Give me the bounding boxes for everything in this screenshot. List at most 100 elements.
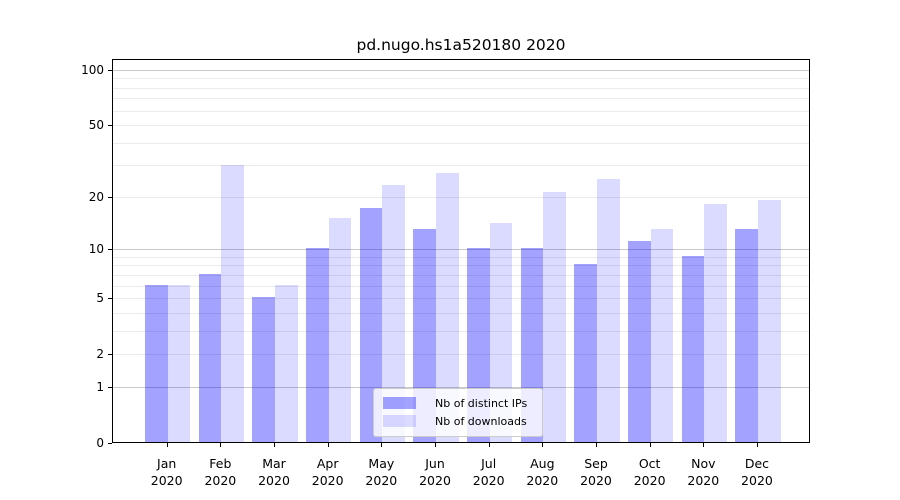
- bar-downloads: [275, 284, 298, 442]
- bar-downloads: [596, 178, 620, 442]
- gridline-minor: [113, 256, 809, 258]
- x-tick-label: Jun 2020: [403, 455, 467, 489]
- y-tick: [108, 298, 112, 300]
- bar-distinct-ips: [198, 273, 222, 442]
- bar-distinct-ips: [144, 284, 168, 442]
- x-tick: [488, 443, 490, 447]
- gridline-minor: [113, 125, 809, 127]
- bar-downloads: [757, 199, 781, 442]
- x-tick: [166, 443, 168, 447]
- x-tick: [649, 443, 651, 447]
- legend-item-distinct-ips: Nb of distinct IPs: [383, 394, 533, 412]
- bar-downloads: [489, 223, 513, 442]
- y-tick-label: 100: [81, 63, 104, 77]
- x-tick-label: Jul 2020: [457, 455, 521, 489]
- x-tick-year: 2020: [526, 473, 559, 488]
- gridline-minor: [113, 330, 809, 332]
- x-tick-year: 2020: [687, 473, 720, 488]
- bar-downloads: [543, 192, 567, 442]
- gridline-major: [113, 386, 809, 388]
- gridline-minor: [113, 298, 809, 300]
- gridline-minor: [113, 78, 809, 80]
- x-tick-year: 2020: [258, 473, 290, 488]
- bar-downloads: [704, 204, 728, 442]
- x-tick-label: Dec 2020: [725, 455, 789, 489]
- legend-swatch-distinct-ips: [383, 397, 416, 409]
- bar-distinct-ips: [574, 264, 597, 442]
- legend-item-downloads: Nb of downloads: [383, 412, 533, 430]
- x-tick: [381, 443, 383, 447]
- gridline-minor: [113, 98, 809, 100]
- x-tick: [595, 443, 597, 447]
- y-tick: [108, 354, 112, 356]
- legend-label-downloads: Nb of downloads: [435, 414, 527, 428]
- x-tick-year: 2020: [633, 473, 666, 488]
- x-tick-year: 2020: [150, 473, 183, 488]
- x-tick: [756, 443, 758, 447]
- x-tick-label: Oct 2020: [618, 455, 682, 489]
- gridline-minor: [113, 165, 809, 167]
- bar-distinct-ips: [252, 297, 276, 442]
- y-tick-label: 2: [96, 347, 104, 362]
- bar-downloads: [436, 172, 459, 442]
- x-tick-year: 2020: [204, 473, 237, 488]
- gridline-minor: [113, 196, 809, 198]
- bar-downloads: [221, 164, 245, 442]
- plot-area: [112, 59, 810, 443]
- x-tick-label: Nov 2020: [671, 455, 735, 489]
- gridline-minor: [113, 285, 809, 287]
- y-tick-label: 50: [88, 118, 104, 133]
- x-tick: [542, 443, 544, 447]
- y-tick-label: 1: [96, 379, 104, 394]
- gridline-minor: [113, 274, 809, 276]
- bar-distinct-ips: [627, 241, 651, 442]
- bar-distinct-ips: [359, 208, 383, 442]
- x-tick: [327, 443, 329, 447]
- chart-title: pd.nugo.hs1a520180 2020: [356, 36, 566, 54]
- x-tick-year: 2020: [741, 473, 773, 488]
- bar-downloads: [382, 185, 406, 442]
- gridline-minor: [113, 87, 809, 89]
- legend-label-distinct-ips: Nb of distinct IPs: [435, 396, 528, 410]
- gridline-minor: [113, 265, 809, 267]
- x-tick-label: Feb 2020: [188, 455, 252, 489]
- y-tick: [108, 249, 112, 251]
- legend-swatch-downloads: [383, 415, 416, 427]
- x-tick-year: 2020: [365, 473, 398, 488]
- legend: Nb of distinct IPs Nb of downloads: [373, 388, 543, 437]
- gridline-minor: [113, 312, 809, 314]
- y-tick: [108, 70, 112, 71]
- bar-distinct-ips: [305, 248, 329, 442]
- y-tick: [108, 443, 112, 444]
- x-tick-year: 2020: [311, 473, 344, 488]
- x-tick-year: 2020: [419, 473, 451, 488]
- y-tick-label: 5: [96, 291, 104, 306]
- y-tick: [108, 386, 112, 388]
- y-tick-label: 0: [96, 436, 104, 450]
- bar-distinct-ips: [735, 228, 758, 442]
- bar-distinct-ips: [681, 255, 705, 442]
- x-tick-label: Aug 2020: [510, 455, 574, 489]
- x-tick: [435, 443, 436, 447]
- y-tick: [108, 125, 112, 127]
- x-tick-label: Jan 2020: [135, 455, 199, 489]
- gridline-minor: [113, 110, 809, 112]
- bar-downloads: [167, 284, 191, 442]
- x-tick-year: 2020: [472, 473, 505, 488]
- y-tick-label: 10: [88, 242, 104, 257]
- gridline-major: [113, 249, 809, 251]
- x-tick-label: Sep 2020: [564, 455, 628, 489]
- x-tick-label: Apr 2020: [296, 455, 360, 489]
- gridline-minor: [113, 354, 809, 356]
- bar-downloads: [650, 228, 674, 442]
- bar-downloads: [328, 217, 352, 442]
- x-tick: [274, 443, 276, 447]
- gridline-minor: [113, 142, 809, 144]
- x-tick-year: 2020: [580, 473, 612, 488]
- y-tick: [108, 196, 112, 198]
- x-tick: [703, 443, 705, 447]
- gridline-major: [113, 70, 809, 71]
- x-tick: [220, 443, 222, 447]
- y-tick-label: 20: [88, 189, 104, 204]
